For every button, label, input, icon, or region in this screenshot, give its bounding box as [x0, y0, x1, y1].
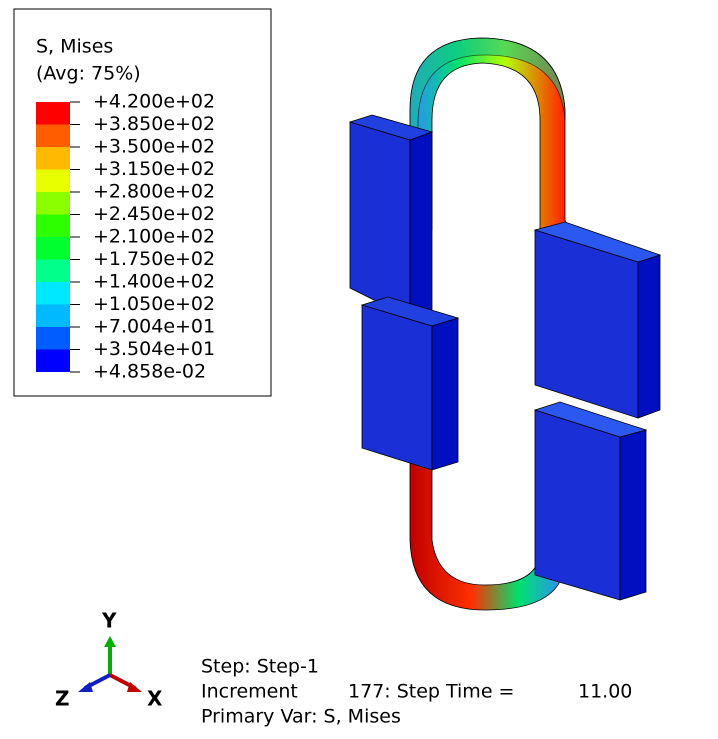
- block: [349, 121, 411, 319]
- legend-label: +2.800e+02: [93, 181, 215, 203]
- time-value: 11.00: [578, 681, 632, 703]
- legend-swatch: [36, 237, 70, 260]
- legend-swatch: [36, 349, 70, 372]
- axis-label: Z: [55, 687, 70, 711]
- block: [637, 254, 661, 419]
- legend-title: S, Mises: [36, 36, 113, 58]
- legend-swatch: [36, 304, 70, 327]
- legend-label: +1.050e+02: [93, 293, 215, 315]
- legend-swatch: [36, 327, 70, 350]
- legend-label: +3.850e+02: [93, 113, 215, 135]
- legend-label: +1.400e+02: [93, 271, 215, 293]
- block: [409, 131, 433, 319]
- legend-label: +2.450e+02: [93, 203, 215, 225]
- legend-label: +3.150e+02: [93, 158, 215, 180]
- legend-label: +7.004e+01: [93, 316, 215, 338]
- legend-swatch: [36, 169, 70, 192]
- legend-label: +4.858e-02: [93, 361, 206, 383]
- legend-subtitle: (Avg: 75%): [36, 63, 141, 85]
- step-text: Step: Step-1: [201, 656, 319, 678]
- legend-label: +1.750e+02: [93, 248, 215, 270]
- legend-swatch: [36, 282, 70, 305]
- legend: +4.200e+02+3.850e+02+3.500e+02+3.150e+02…: [36, 91, 215, 383]
- legend-label: +2.100e+02: [93, 226, 215, 248]
- triad: Y X Z: [55, 609, 163, 711]
- step-time-text: 177: Step Time =: [348, 681, 514, 703]
- block: [360, 296, 460, 327]
- axis-label: Y: [101, 609, 117, 633]
- block: [533, 401, 648, 438]
- primary-var-text: Primary Var: S, Mises: [201, 706, 401, 728]
- legend-label: +3.504e+01: [93, 338, 215, 360]
- legend-swatch: [36, 259, 70, 282]
- ring-edge: [409, 37, 566, 242]
- block: [534, 409, 621, 601]
- axis-label: X: [147, 687, 163, 711]
- block: [533, 221, 662, 263]
- legend-swatch: [36, 102, 70, 125]
- block: [619, 429, 647, 601]
- legend-swatch: [36, 192, 70, 215]
- block: [361, 304, 433, 471]
- model: [348, 37, 662, 611]
- legend-swatch: [36, 124, 70, 147]
- legend-swatch: [36, 147, 70, 170]
- legend-label: +4.200e+02: [93, 91, 215, 113]
- increment-text: Increment: [201, 681, 298, 703]
- block: [534, 229, 639, 419]
- legend-swatch: [36, 214, 70, 237]
- block: [348, 114, 434, 141]
- block: [431, 317, 459, 471]
- legend-label: +3.500e+02: [93, 136, 215, 158]
